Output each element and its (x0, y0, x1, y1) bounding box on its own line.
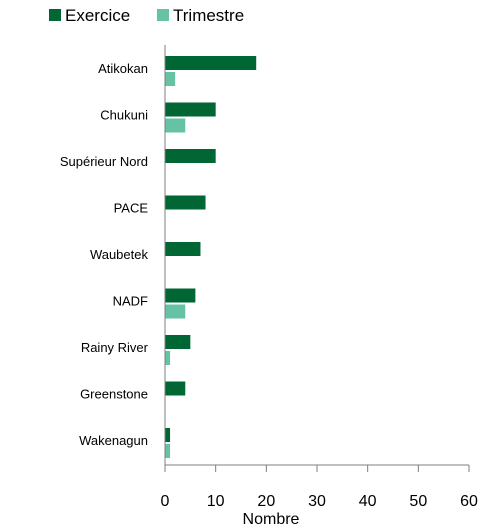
bar-exercice-rainy-river (165, 335, 191, 349)
bar-trimestre-atikokan (165, 72, 176, 86)
legend: Exercice Trimestre (49, 6, 244, 25)
category-label-waubetek: Waubetek (90, 247, 149, 262)
x-tick-label-30: 30 (308, 493, 326, 510)
bar-exercice-wakenagun (165, 428, 171, 442)
bar-exercice-pace (165, 195, 206, 210)
bar-exercice-chukuni (165, 102, 216, 117)
category-label-nadf: NADF (113, 294, 148, 309)
legend-label-exercice: Exercice (65, 6, 130, 25)
bar-exercice-greenstone (165, 381, 186, 396)
bar-trimestre-nadf (165, 304, 186, 319)
x-tick-label-0: 0 (161, 493, 170, 510)
bar-exercice-waubetek (165, 242, 201, 256)
legend-swatch-trimestre (157, 9, 169, 21)
x-tick-label-50: 50 (409, 493, 427, 510)
bar-exercice-nadf (165, 288, 196, 303)
bar-exercice-superieur-nord (165, 149, 216, 163)
x-axis: 0 10 20 30 40 50 60 (161, 45, 478, 510)
category-label-pace: PACE (114, 201, 149, 216)
bar-exercice-atikokan (165, 56, 257, 70)
bar-trimestre-wakenagun (165, 444, 171, 458)
category-label-greenstone: Greenstone (80, 387, 148, 402)
x-tick-label-60: 60 (460, 493, 478, 510)
category-label-superieur-nord: Supérieur Nord (60, 154, 148, 169)
legend-label-trimestre: Trimestre (173, 6, 244, 25)
bars (165, 56, 257, 458)
x-tick-label-40: 40 (359, 493, 377, 510)
category-label-rainy-river: Rainy River (81, 340, 149, 355)
x-tick-label-20: 20 (257, 493, 275, 510)
category-labels: Atikokan Chukuni Supérieur Nord PACE Waubete… (60, 61, 149, 448)
legend-swatch-exercice (49, 9, 61, 21)
x-tick-label-10: 10 (207, 493, 225, 510)
category-label-chukuni: Chukuni (100, 108, 148, 123)
x-axis-title: Nombre (243, 511, 300, 528)
category-label-wakenagun: Wakenagun (79, 433, 148, 448)
bar-trimestre-chukuni (165, 118, 186, 133)
category-label-atikokan: Atikokan (98, 61, 148, 76)
bar-trimestre-rainy-river (165, 351, 171, 365)
